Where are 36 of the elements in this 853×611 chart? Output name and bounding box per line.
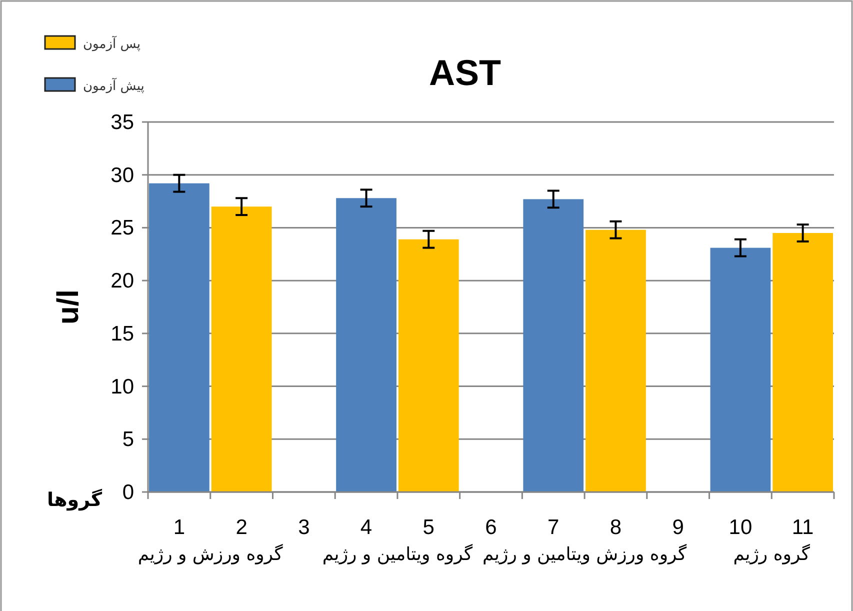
x-tick-label: 5 bbox=[422, 516, 434, 539]
bar bbox=[211, 206, 272, 492]
y-tick-label: 25 bbox=[110, 216, 134, 240]
y-tick-label: 15 bbox=[110, 322, 134, 346]
x-tick-label: 8 bbox=[610, 516, 622, 539]
legend-label: پس آزمون bbox=[83, 35, 141, 52]
x-tick-label: 9 bbox=[672, 516, 684, 539]
chart-title: AST bbox=[429, 52, 502, 93]
bar bbox=[710, 248, 771, 492]
y-axis-title: u/l bbox=[52, 290, 85, 324]
x-tick-label: 7 bbox=[548, 516, 560, 539]
x-axis-title: گروها bbox=[47, 488, 103, 511]
y-tick-label: 5 bbox=[122, 428, 134, 452]
y-tick-label: 10 bbox=[110, 375, 134, 398]
bar bbox=[398, 239, 459, 492]
y-tick-label: 35 bbox=[110, 111, 134, 134]
x-tick-label: 1 bbox=[173, 516, 186, 539]
x-tick-label: 10 bbox=[728, 516, 752, 539]
x-tick-label: 6 bbox=[485, 516, 497, 539]
text: گروه ورزش ویتامین و رژیم bbox=[482, 543, 688, 567]
text: گروه رژیم bbox=[733, 544, 810, 565]
text: گروه ورزش و رژیم bbox=[136, 543, 284, 567]
bar bbox=[336, 198, 396, 492]
x-tick-label: 3 bbox=[298, 516, 310, 539]
legend-label: پیش آزمون bbox=[83, 77, 145, 94]
x-tick-label: 11 bbox=[792, 516, 814, 539]
x-tick-label: 4 bbox=[360, 516, 372, 539]
bar bbox=[586, 230, 646, 492]
text: گروه ویتامین و رژیم bbox=[322, 544, 473, 565]
y-tick-label: 30 bbox=[110, 164, 134, 187]
y-tick-label: 20 bbox=[110, 270, 134, 293]
bar bbox=[772, 233, 833, 492]
y-tick-label: 0 bbox=[122, 481, 134, 504]
bar bbox=[523, 199, 584, 492]
bar bbox=[149, 183, 210, 492]
x-tick-label: 2 bbox=[236, 516, 248, 539]
